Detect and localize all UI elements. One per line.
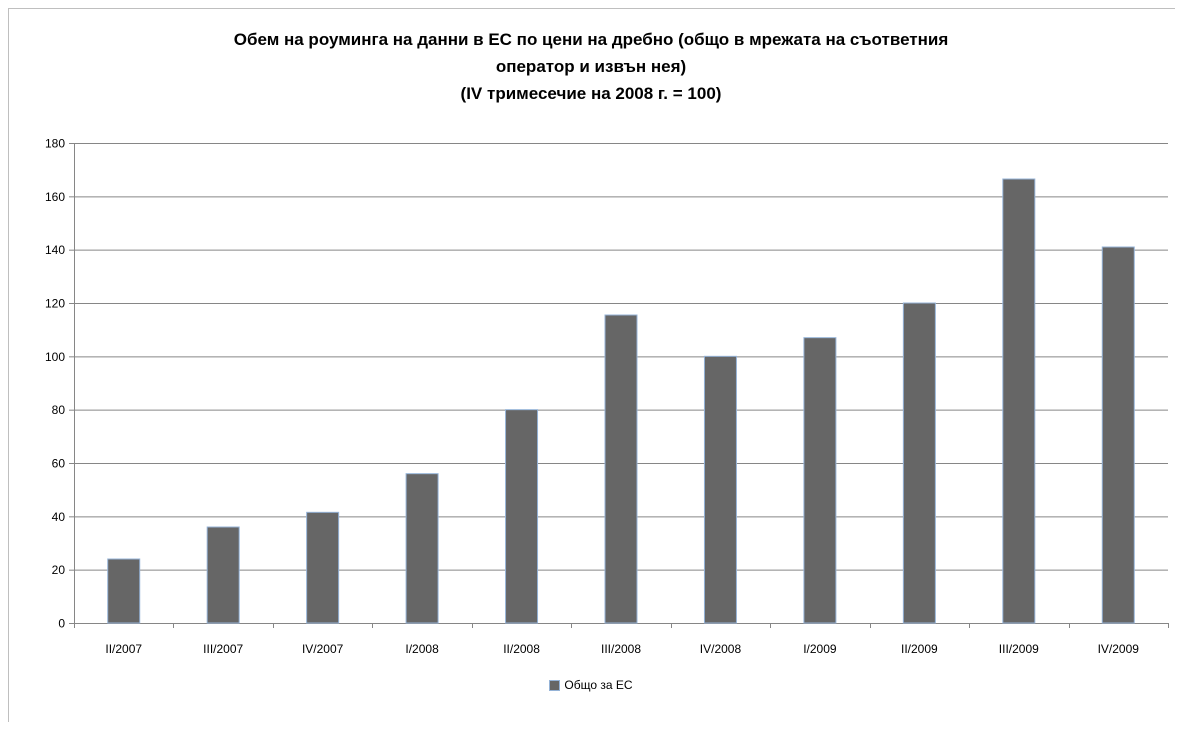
x-tick-label: II/2009 [901,642,938,656]
bar [1101,246,1135,624]
x-tick-label: II/2007 [105,642,142,656]
chart-area [8,8,1175,722]
bar [107,558,141,624]
x-tick-label: III/2008 [601,642,641,656]
y-tick-label: 60 [52,457,66,471]
y-tick-label: 100 [45,350,65,364]
legend-swatch [549,679,561,691]
bar [703,355,737,624]
y-tick-label: 180 [45,137,65,151]
x-tick-label: II/2008 [503,642,540,656]
x-tick-label: I/2008 [405,642,439,656]
bar [505,409,539,624]
y-tick-label: 80 [52,403,66,417]
y-tick-label: 140 [45,243,65,257]
bar [604,314,638,624]
bar [306,511,340,624]
chart-title-line-2: оператор и извън нея) [495,57,687,76]
bar [405,473,439,624]
x-tick-label: IV/2008 [700,642,742,656]
y-tick-label: 0 [58,617,65,631]
y-tick-label: 20 [52,563,66,577]
chart-title-line-3: (IV тримесечие на 2008 г. = 100) [460,84,722,103]
y-tick-label: 40 [52,510,66,524]
legend-label: Общо за ЕС [564,678,633,692]
x-tick-label: IV/2007 [302,642,344,656]
chart-title-line-1: Обем на роуминга на данни в ЕС по цени н… [233,30,949,49]
bar [206,526,240,624]
bar [803,337,837,624]
x-tick-label: IV/2009 [1098,642,1140,656]
y-tick-label: 120 [45,297,65,311]
x-tick-label: III/2007 [203,642,243,656]
bar [902,302,936,624]
bar [1002,178,1036,624]
x-tick-label: III/2009 [999,642,1039,656]
y-tick-label: 160 [45,190,65,204]
legend: Общо за ЕС [0,678,1182,692]
chart-title: Обем на роуминга на данни в ЕС по цени н… [100,26,1082,107]
x-tick-label: I/2009 [803,642,837,656]
